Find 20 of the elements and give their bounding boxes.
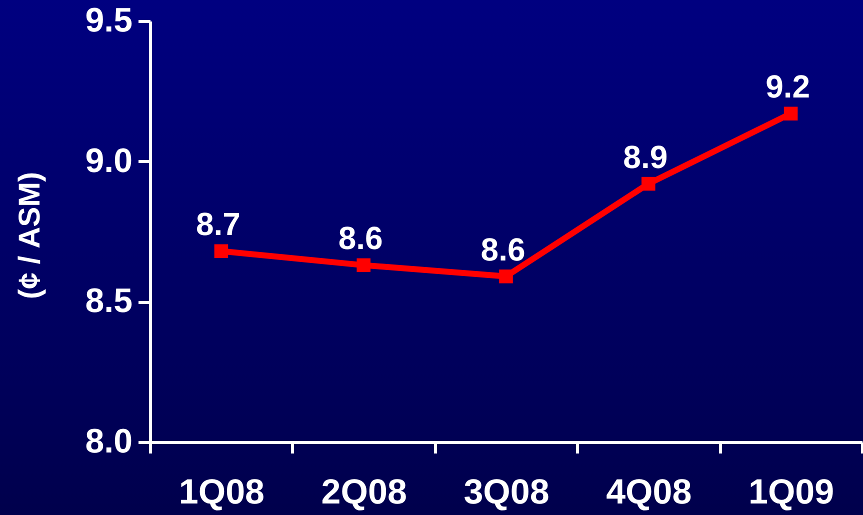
point — [784, 106, 798, 121]
data-label: 8.7 — [196, 206, 240, 242]
x-tick-label: 3Q08 — [464, 472, 550, 512]
point — [356, 258, 370, 272]
data-label: 8.9 — [623, 138, 668, 175]
data-label: 8.6 — [338, 220, 383, 256]
x-tick-label: 1Q09 — [748, 472, 834, 512]
y-tick-label: 9.0 — [85, 142, 132, 180]
y-tick-label: 8.5 — [85, 282, 132, 320]
data-label: 9.2 — [766, 68, 810, 105]
point — [499, 270, 513, 284]
y-tick-label: 9.5 — [85, 2, 132, 40]
data-label: 8.6 — [480, 231, 526, 268]
y-axis-title: (¢ / ASM) — [14, 172, 46, 300]
x-tick-label: 2Q08 — [321, 472, 407, 512]
x-tick-label: 1Q08 — [178, 472, 265, 512]
x-tick-label: 4Q08 — [606, 472, 692, 512]
point — [642, 176, 656, 191]
y-tick-label: 8.0 — [85, 422, 132, 460]
point — [214, 244, 228, 258]
